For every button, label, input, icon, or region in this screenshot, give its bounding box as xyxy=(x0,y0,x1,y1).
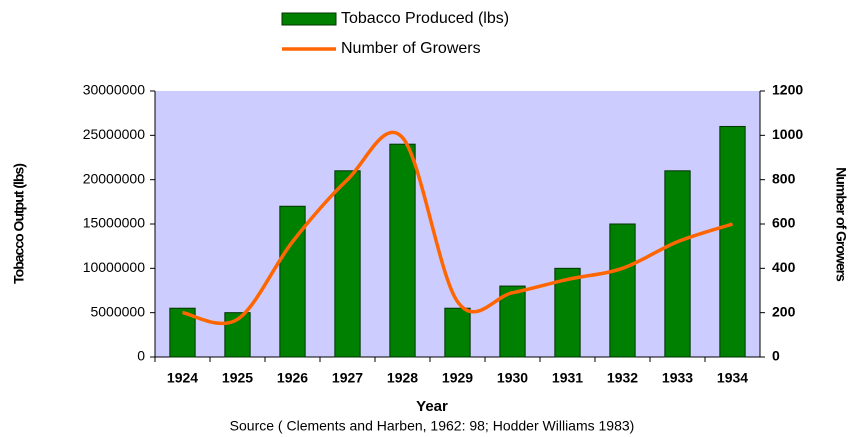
x-tick-label: 1929 xyxy=(442,370,473,386)
y-tick-label: 0 xyxy=(137,348,145,364)
bar xyxy=(609,223,636,358)
legend-label: Number of Growers xyxy=(341,40,481,57)
y-tick-label: 30000000 xyxy=(83,82,146,98)
x-tick-label: 1934 xyxy=(717,370,748,386)
x-tick-label: 1926 xyxy=(277,370,308,386)
y-tick-label: 15000000 xyxy=(83,215,146,231)
y-tick-label: 20000000 xyxy=(83,170,146,186)
legend-label: Tobacco Produced (lbs) xyxy=(341,10,509,27)
legend-swatch xyxy=(281,12,337,26)
y2-tick-label: 800 xyxy=(772,170,796,186)
x-axis-title: Year xyxy=(416,398,448,415)
x-tick-label: 1925 xyxy=(222,370,253,386)
x-tick-label: 1924 xyxy=(167,370,198,386)
y2-tick-label: 400 xyxy=(772,259,796,275)
y-tick-label: 25000000 xyxy=(83,126,146,142)
bar xyxy=(664,170,691,358)
y2-axis-title: Number of Growers xyxy=(833,167,849,282)
x-tick-label: 1931 xyxy=(552,370,583,386)
y-axis-title: Tobacco Output (lbs) xyxy=(11,164,27,284)
x-tick-label: 1933 xyxy=(662,370,693,386)
bar xyxy=(389,143,416,358)
bar xyxy=(499,285,526,358)
bar xyxy=(719,125,746,358)
bar xyxy=(444,307,471,358)
y2-tick-label: 0 xyxy=(772,348,780,364)
x-tick-label: 1927 xyxy=(332,370,363,386)
x-tick-label: 1932 xyxy=(607,370,638,386)
source-note: Source ( Clements and Harben, 1962: 98; … xyxy=(230,418,635,434)
y-tick-label: 10000000 xyxy=(83,259,146,275)
x-tick-label: 1928 xyxy=(387,370,418,386)
bar xyxy=(334,170,361,358)
y-tick-label: 5000000 xyxy=(90,303,145,319)
y2-tick-label: 600 xyxy=(772,215,796,231)
line xyxy=(182,130,734,326)
x-tick-label: 1930 xyxy=(497,370,528,386)
y2-tick-label: 1200 xyxy=(772,82,803,98)
y2-tick-label: 200 xyxy=(772,303,796,319)
y2-tick-label: 1000 xyxy=(772,126,803,142)
